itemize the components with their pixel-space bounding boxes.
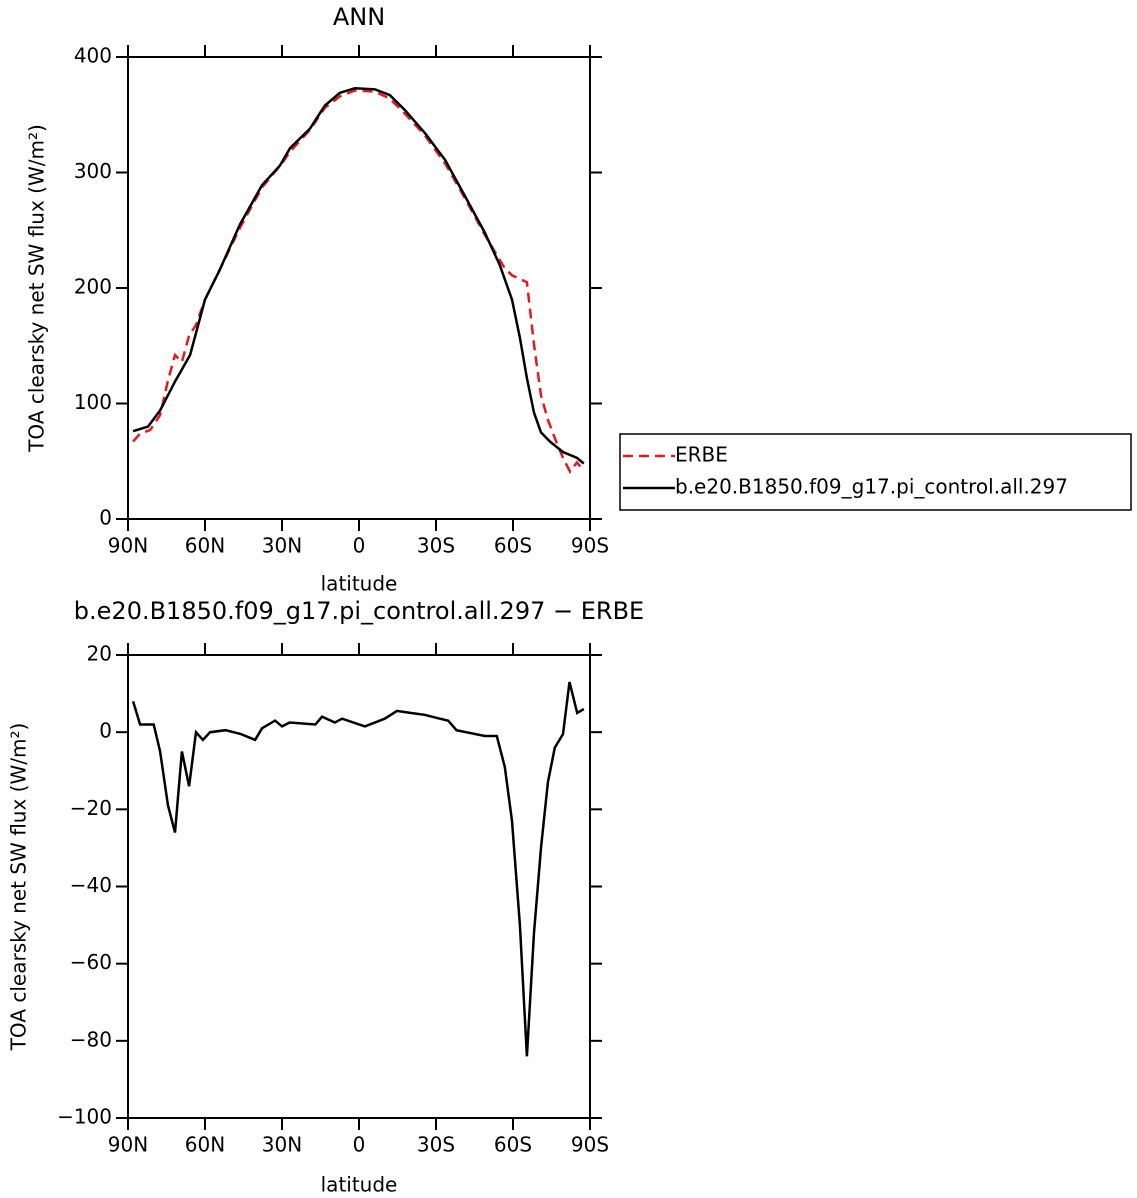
y-tick-label: 20 <box>87 642 112 666</box>
x-tick-label: 30S <box>417 534 455 558</box>
y-tick-label: 400 <box>74 44 112 68</box>
legend-label: ERBE <box>675 443 728 467</box>
y-tick-label: 200 <box>74 275 112 299</box>
x-axis-label: latitude <box>321 572 398 596</box>
y-tick-label: −100 <box>57 1105 112 1129</box>
x-tick-label: 30N <box>262 1133 302 1157</box>
x-axis-label: latitude <box>321 1173 398 1197</box>
line-series <box>132 86 585 465</box>
legend-label: b.e20.B1850.f09_g17.pi_control.all.297 <box>675 475 1068 499</box>
y-tick-label: −80 <box>70 1027 112 1051</box>
plot-frame <box>127 654 591 1119</box>
chart-title: b.e20.B1850.f09_g17.pi_control.all.297 −… <box>74 597 644 625</box>
chart-title: ANN <box>333 3 385 31</box>
x-tick-label: 0 <box>353 534 366 558</box>
y-tick-label: −40 <box>70 873 112 897</box>
x-tick-label: 90N <box>108 1133 148 1157</box>
x-tick-label: 0 <box>353 1133 366 1157</box>
line-series <box>131 681 585 1057</box>
y-tick-label: 300 <box>74 159 112 183</box>
x-tick-label: 90S <box>571 1133 609 1157</box>
x-tick-label: 60S <box>494 1133 532 1157</box>
y-tick-label: 100 <box>74 390 112 414</box>
x-tick-label: 30N <box>262 534 302 558</box>
plot-frame <box>127 56 591 520</box>
y-tick-label: −20 <box>70 796 112 820</box>
x-tick-label: 30S <box>417 1133 455 1157</box>
x-tick-label: 60N <box>185 1133 225 1157</box>
legend-box <box>619 433 1132 511</box>
x-tick-label: 60N <box>185 534 225 558</box>
y-axis-label: TOA clearsky net SW flux (W/m²) <box>25 124 49 453</box>
y-tick-label: −60 <box>70 950 112 974</box>
x-tick-label: 60S <box>494 534 532 558</box>
y-tick-label: 0 <box>99 506 112 530</box>
y-axis-label: TOA clearsky net SW flux (W/m²) <box>7 723 31 1052</box>
x-tick-label: 90N <box>108 534 148 558</box>
line-series <box>132 89 585 474</box>
y-tick-label: 0 <box>99 719 112 743</box>
x-tick-label: 90S <box>571 534 609 558</box>
